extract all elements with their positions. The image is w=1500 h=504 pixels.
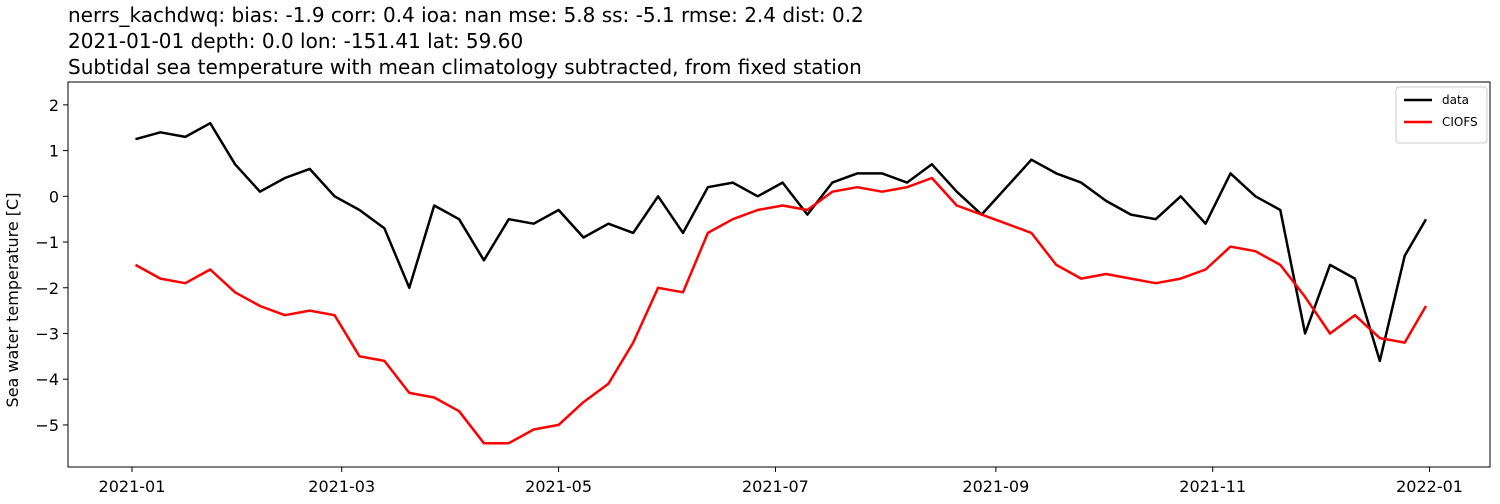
y-tick-label: −1 [35,233,59,252]
y-tick-label: 0 [49,187,59,206]
x-tick-label: 2021-03 [308,477,375,496]
y-tick-label: 1 [49,142,59,161]
series-line [135,121,1428,363]
chart-description: Subtidal sea temperature with mean clima… [68,55,862,79]
x-tick-label: 2021-01 [99,477,166,496]
y-tick-label: −4 [35,370,59,389]
x-tick-label: 2021-05 [525,477,592,496]
y-tick-label: −3 [35,324,59,343]
y-tick-label: −5 [35,416,59,435]
y-tick-label: 2 [49,96,59,115]
legend-label: data [1442,93,1469,107]
legend-label: CIOFS [1442,115,1478,129]
chart-title: nerrs_kachdwq: bias: -1.9 corr: 0.4 ioa:… [68,3,864,27]
y-tick-label: −2 [35,279,59,298]
x-tick-label: 2022-01 [1396,477,1463,496]
plot-frame [67,81,1491,468]
series-line [134,176,1428,445]
x-tick-label: 2021-07 [742,477,809,496]
x-tick-label: 2021-09 [962,477,1029,496]
y-axis-label: Sea water temperature [C] [3,193,22,408]
chart-subtitle: 2021-01-01 depth: 0.0 lon: -151.41 lat: … [68,29,523,53]
x-tick-label: 2021-11 [1179,477,1246,496]
